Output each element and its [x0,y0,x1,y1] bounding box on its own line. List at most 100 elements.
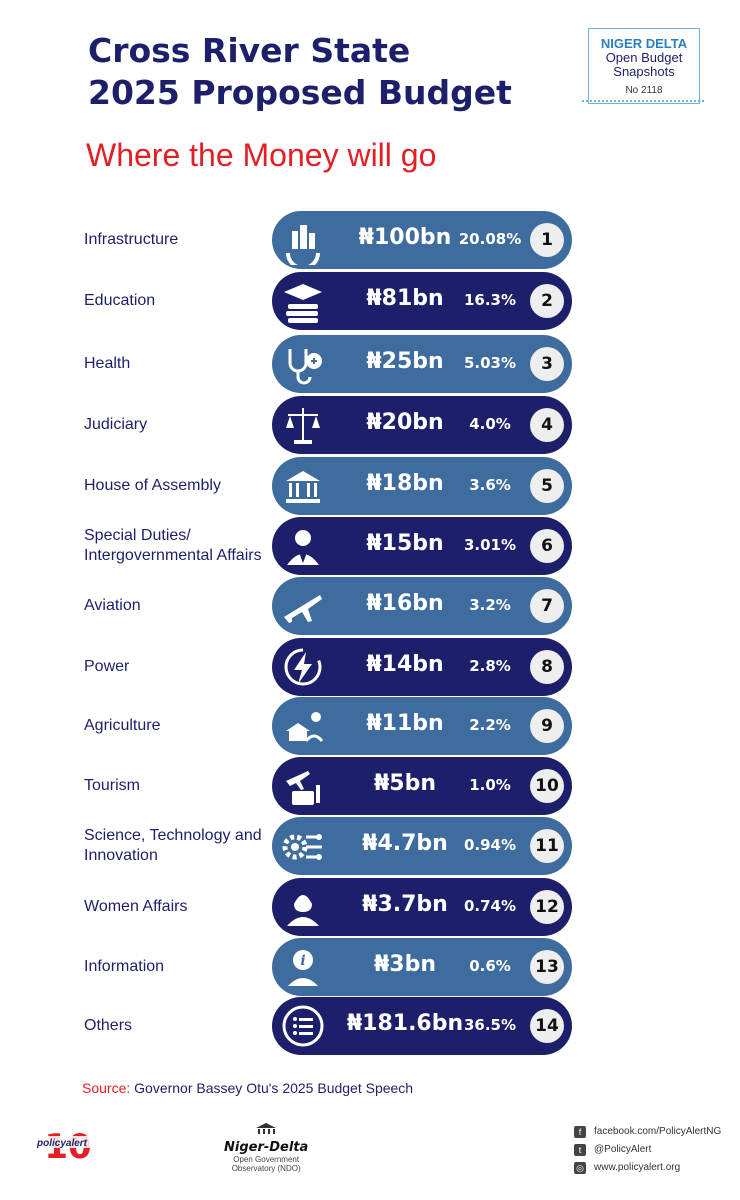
share-label: 2.2% [469,716,511,734]
travel-icon [286,771,320,805]
amount-label: ₦4.7bn [362,831,448,856]
page-title: Cross River State 2025 Proposed Budget [88,30,512,114]
amount-label: ₦100bn [358,225,452,250]
budget-row: House of Assembly ₦18bn 3.6% 5 [0,457,740,515]
budget-row: Health ₦25bn 5.03% 3 [0,335,740,393]
share-label: 1.0% [469,776,511,794]
rank-badge: 6 [530,529,564,563]
rank-badge: 14 [530,1009,564,1043]
sector-pill: ₦11bn 2.2% 9 [272,697,572,755]
share-label: 0.94% [463,836,517,854]
sector-label: Aviation [84,597,141,614]
rank-badge: 4 [530,408,564,442]
social-facebook-text: facebook.com/PolicyAlertNG [594,1126,722,1137]
list-icon [282,1005,324,1047]
badge-line-2: Open Budget [605,50,683,65]
budget-row: Infrastructure ₦100bn 20.08% 1 [0,211,740,269]
sector-label: Tourism [84,777,141,794]
sector-pill: ₦4.7bn 0.94% 11 [272,817,572,875]
official-icon [287,530,319,565]
capitol-icon [286,471,320,503]
airplane-icon [284,595,322,623]
sector-pill: ₦20bn 4.0% 4 [272,396,572,454]
graduation-books-icon [284,284,322,323]
amount-label: ₦181.6bn [346,1011,464,1036]
title-line-1: Cross River State [88,31,411,70]
building-logo-icon [256,1123,277,1134]
budget-row: Agriculture ₦11bn 2.2% 9 [0,697,740,755]
sector-label: Special Duties/ Intergovernmental Affair… [84,527,262,564]
sector-label: Agriculture [84,717,161,734]
share-label: 16.3% [463,291,517,309]
sector-label: Infrastructure [84,231,179,248]
farm-icon [286,712,324,742]
share-label: 3.2% [469,596,511,614]
sector-pill: ₦14bn 2.8% 8 [272,638,572,696]
rank-badge: 11 [530,829,564,863]
rank-badge: 8 [530,650,564,684]
amount-label: ₦11bn [366,711,444,736]
chart-subtitle: Where the Money will go [86,137,437,173]
amount-label: ₦18bn [366,471,444,496]
sector-pill: ₦81bn 16.3% 2 [272,272,572,330]
budget-row: Tourism ₦5bn 1.0% 10 [0,757,740,815]
budget-row: Special Duties/ Intergovernmental Affair… [0,517,740,575]
budget-row: Science, Technology and Innovation ₦4.7bn… [0,817,740,875]
share-label: 5.03% [463,354,517,372]
rank-badge: 13 [530,950,564,984]
source-text: Governor Bassey Otu's 2025 Budget Speech [134,1080,414,1096]
share-label: 0.74% [463,897,517,915]
budget-row: Information i ₦3bn 0.6% 13 [0,938,740,996]
sector-label: House of Assembly [84,477,221,494]
badge-decoration [582,96,704,102]
social-twitter[interactable]: t @PolicyAlert [574,1142,721,1158]
amount-label: ₦14bn [366,652,444,677]
logo-nd-title: Niger-Delta [224,1140,309,1155]
social-website[interactable]: ◎ www.policyalert.org [574,1160,721,1176]
policy-alert-logo: 10 policyalert [28,1122,108,1171]
share-label: 20.08% [458,230,522,248]
open-budget-badge: NIGER DELTA Open Budget Snapshots No 211… [588,28,700,104]
share-label: 36.5% [463,1016,517,1034]
share-label: 0.6% [469,957,511,975]
sector-pill: ₦15bn 3.01% 6 [272,517,572,575]
sector-label: Others [84,1017,133,1034]
budget-row: Aviation ₦16bn 3.2% 7 [0,577,740,635]
svg-text:i: i [300,953,305,969]
budget-row: Education ₦81bn 16.3% 2 [0,272,740,330]
share-label: 4.0% [469,415,511,433]
niger-delta-logo: Niger-Delta Open Government Observatory … [224,1122,308,1173]
logo-nd-line-2: Open Government [233,1155,300,1164]
globe-icon: ◎ [574,1162,586,1174]
rank-badge: 1 [530,223,564,257]
rank-badge: 12 [530,890,564,924]
social-facebook[interactable]: f facebook.com/PolicyAlertNG [574,1124,721,1140]
sector-pill: ₦16bn 3.2% 7 [272,577,572,635]
sector-label: Education [84,292,156,309]
sector-label: Information [84,958,165,975]
title-line-2: 2025 Proposed Budget [88,73,512,112]
twitter-icon: t [574,1144,586,1156]
amount-label: ₦25bn [366,349,444,374]
budget-row: Judiciary ₦20bn 4.0% 4 [0,396,740,454]
budget-row: Others ₦181.6bn 36.5% 14 [0,997,740,1055]
logo-name: policyalert [36,1138,88,1149]
amount-label: ₦3bn [373,952,437,977]
badge-number: No 2118 [625,85,663,96]
source-note: Source: Governor Bassey Otu's 2025 Budge… [82,1079,413,1097]
facebook-icon: f [574,1126,586,1138]
rank-badge: 2 [530,284,564,318]
sector-pill: ₦100bn 20.08% 1 [272,211,572,269]
sector-label: Judiciary [84,416,148,433]
amount-label: ₦16bn [366,591,444,616]
lightning-icon [284,648,322,686]
sector-label: Women Affairs [84,898,188,915]
rank-badge: 5 [530,469,564,503]
budget-row: Women Affairs ₦3.7bn 0.74% 12 [0,878,740,936]
sector-pill: i ₦3bn 0.6% 13 [272,938,572,996]
badge-line-3: Snapshots [613,64,675,79]
rank-badge: 3 [530,347,564,381]
amount-label: ₦20bn [366,410,444,435]
source-label: Source: [82,1080,131,1096]
